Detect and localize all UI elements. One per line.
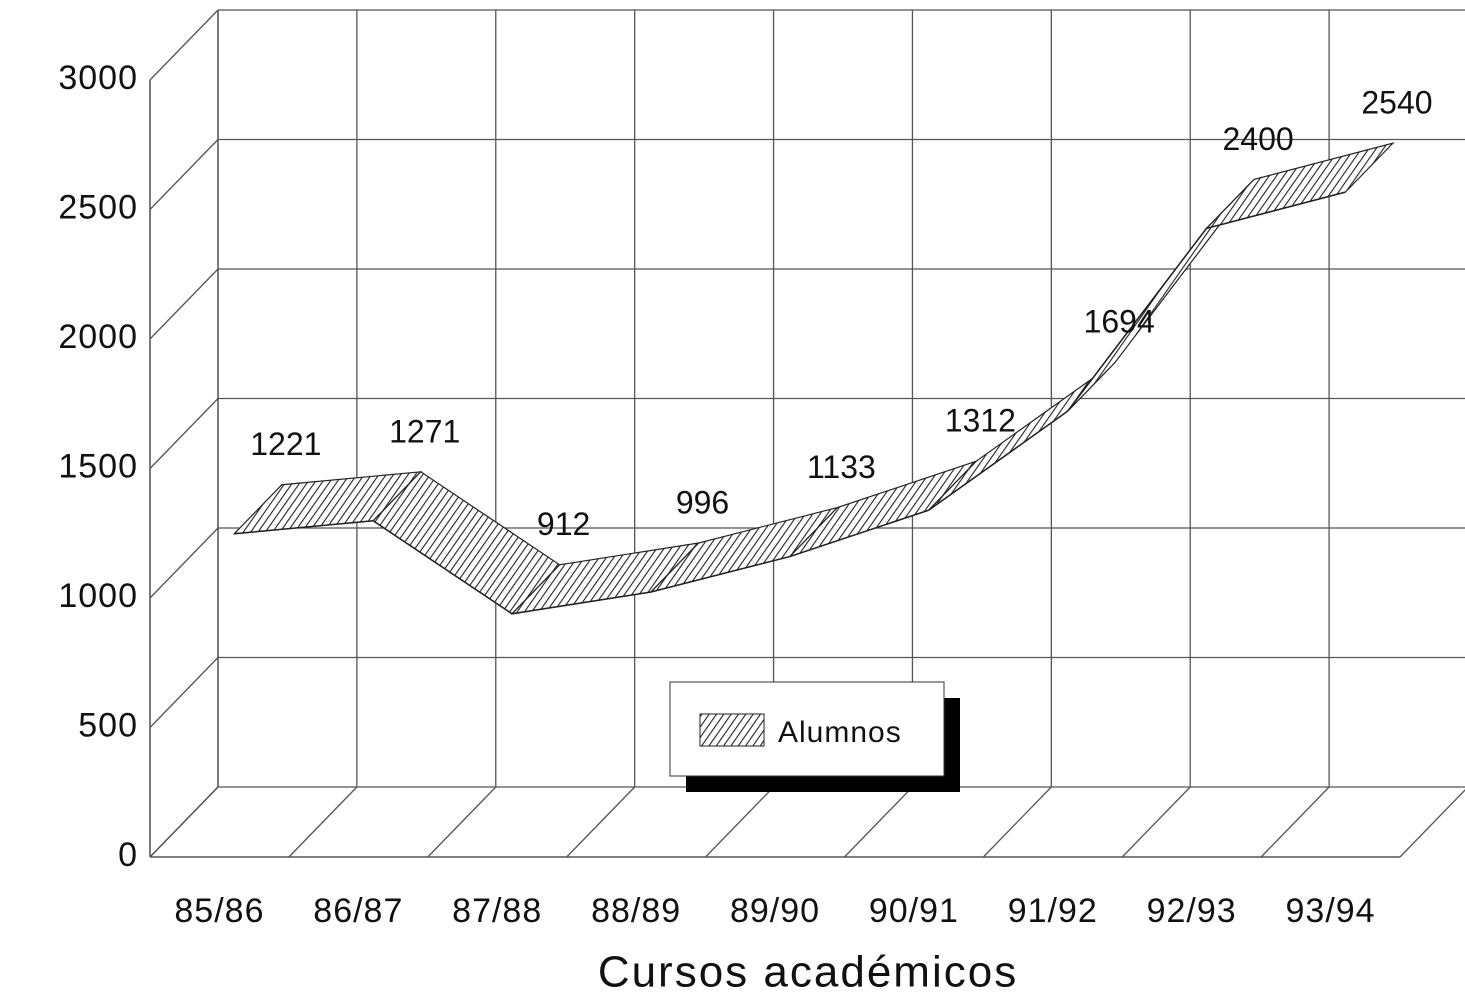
legend-label: Alumnos (778, 716, 902, 749)
floor-line (427, 786, 497, 858)
x-tick-label: 87/88 (452, 892, 542, 930)
x-tick-label: 88/89 (591, 892, 681, 930)
floor-line (1121, 786, 1191, 858)
grid-line (149, 268, 219, 340)
data-label: 1312 (945, 403, 1016, 439)
legend-swatch (699, 713, 765, 747)
data-label: 1221 (250, 426, 321, 462)
ribbon-segment (372, 471, 561, 615)
x-tick-label: 93/94 (1286, 892, 1376, 930)
grid-line (149, 527, 219, 599)
data-label: 1694 (1084, 304, 1155, 340)
grid-line (149, 657, 219, 728)
y-tick-label: 3000 (58, 59, 138, 97)
grid-line (149, 786, 219, 858)
floor-line (982, 786, 1052, 858)
x-tick-label: 86/87 (313, 892, 403, 930)
data-label: 2540 (1361, 85, 1432, 121)
floor-line (288, 786, 358, 858)
y-tick-label: 2000 (58, 318, 138, 356)
grid-line (149, 9, 219, 81)
data-label: 1133 (807, 449, 876, 485)
y-tick-label: 2500 (58, 188, 138, 226)
floor-line (1260, 786, 1330, 858)
data-label: 996 (676, 484, 729, 520)
line-front-edge (234, 191, 1346, 615)
grid-line (149, 398, 219, 469)
floor-line (1399, 789, 1465, 858)
floor-line (843, 786, 913, 858)
x-tick-label: 90/91 (869, 892, 959, 930)
floor-line (705, 786, 775, 858)
y-tick-label: 1500 (58, 447, 138, 485)
y-tick-label: 1000 (58, 577, 138, 615)
data-label: 912 (537, 506, 590, 542)
x-axis-label: Cursos académicos (598, 948, 1018, 997)
y-tick-label: 0 (118, 836, 138, 874)
x-tick-label: 92/93 (1147, 892, 1237, 930)
floor-line (566, 786, 636, 858)
grid-line (149, 139, 219, 210)
x-tick-label: 89/90 (730, 892, 820, 930)
data-label: 2400 (1222, 121, 1293, 157)
data-label: 1271 (389, 413, 460, 449)
y-tick-label: 500 (78, 706, 138, 744)
x-tick-label: 85/86 (174, 892, 264, 930)
x-tick-label: 91/92 (1008, 892, 1098, 930)
